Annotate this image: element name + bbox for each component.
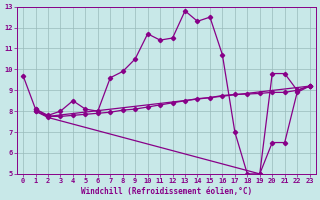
X-axis label: Windchill (Refroidissement éolien,°C): Windchill (Refroidissement éolien,°C) [81, 187, 252, 196]
